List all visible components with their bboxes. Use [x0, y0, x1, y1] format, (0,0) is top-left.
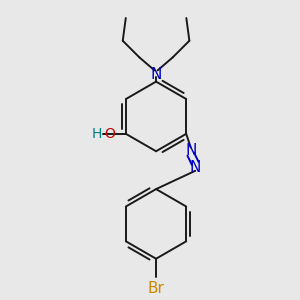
Text: H: H: [91, 127, 102, 141]
Text: N: N: [150, 67, 162, 82]
Text: O: O: [105, 127, 116, 141]
Text: Br: Br: [148, 281, 164, 296]
Text: N: N: [185, 143, 196, 158]
Text: N: N: [190, 160, 201, 175]
